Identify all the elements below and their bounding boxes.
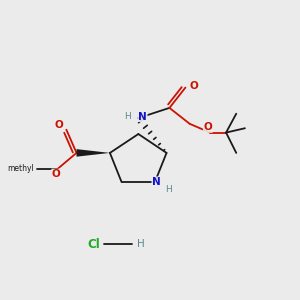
Text: O: O <box>37 168 38 169</box>
Text: Cl: Cl <box>88 238 100 251</box>
Text: O: O <box>55 120 64 130</box>
Text: O: O <box>203 122 212 132</box>
Text: N: N <box>152 177 161 187</box>
Text: methyl: methyl <box>8 164 34 172</box>
Text: H: H <box>136 239 144 249</box>
Polygon shape <box>76 149 110 157</box>
Text: H: H <box>124 112 131 121</box>
Text: O: O <box>190 81 199 91</box>
Text: N: N <box>138 112 147 122</box>
Text: H: H <box>166 185 172 194</box>
Text: O: O <box>52 169 61 179</box>
